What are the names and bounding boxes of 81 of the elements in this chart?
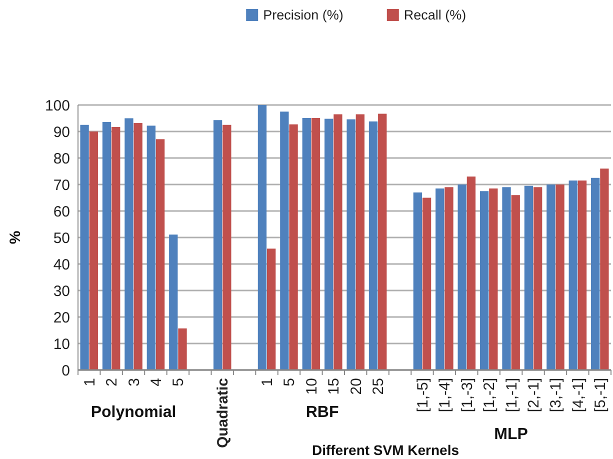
x-tick-label: 15 <box>326 378 343 395</box>
bar <box>302 118 311 370</box>
bar <box>578 180 587 370</box>
bar <box>324 118 334 370</box>
bar <box>80 124 89 370</box>
x-tick-label: 25 <box>370 378 388 395</box>
x-tick-label: 20 <box>348 378 365 395</box>
x-tick-label: [1,-4] <box>436 378 454 412</box>
x-tick-label: 10 <box>303 378 320 395</box>
bar <box>169 234 178 370</box>
bar <box>591 178 600 370</box>
x-axis-title: Different SVM Kernels <box>312 442 460 458</box>
text: MLP <box>494 426 528 443</box>
text: RBF <box>306 404 339 421</box>
x-tick-label: 4 <box>148 378 165 386</box>
y-tick-label: 40 <box>53 256 70 274</box>
x-tick-label: [5,-1] <box>592 378 610 412</box>
bar <box>458 184 466 370</box>
bar <box>146 126 156 370</box>
x-tick-label: Quadratic <box>214 378 232 448</box>
x-tick-label: 1 <box>259 378 276 386</box>
bar <box>213 120 222 370</box>
bar <box>413 192 422 370</box>
x-tick-label: [1,-1] <box>503 378 520 412</box>
x-tick-label: [1,-3] <box>458 378 476 412</box>
bar <box>378 114 387 370</box>
bar <box>466 176 476 370</box>
bar <box>258 105 267 370</box>
x-tick-label: 2 <box>104 378 121 386</box>
bar <box>222 124 232 370</box>
bar <box>124 118 134 370</box>
bar <box>600 168 609 370</box>
bar <box>112 126 120 370</box>
bar <box>534 187 542 370</box>
x-tick-label: 3 <box>126 378 143 386</box>
bar <box>422 198 432 370</box>
text: Polynomial <box>90 404 176 421</box>
bar <box>489 188 498 370</box>
x-tick-label: [1,-5] <box>414 378 432 412</box>
bar <box>346 119 356 370</box>
bar <box>556 184 564 370</box>
y-tick-label: 80 <box>53 150 70 168</box>
x-tick-label: [4,-1] <box>570 378 587 412</box>
bar <box>511 195 520 370</box>
y-tick-label: 60 <box>53 203 70 220</box>
bar <box>89 132 98 370</box>
y-tick-label: 10 <box>53 336 70 353</box>
bar <box>178 328 187 370</box>
x-tick-label: 1 <box>81 378 98 386</box>
x-tick-label: 5 <box>281 378 298 386</box>
x-tick-label: [1,-2] <box>481 378 498 412</box>
y-tick-label: 70 <box>53 176 70 194</box>
bar <box>156 139 165 370</box>
y-tick-label: 90 <box>53 124 70 141</box>
bar <box>356 114 364 370</box>
y-tick-label: 100 <box>44 97 70 114</box>
y-tick-label: 50 <box>53 230 70 247</box>
bar <box>502 187 511 370</box>
bar <box>524 186 534 370</box>
y-axis-title: % <box>7 230 24 244</box>
y-tick-label: 30 <box>53 282 70 300</box>
bar <box>134 123 142 370</box>
bar <box>436 188 444 370</box>
bar <box>444 187 454 370</box>
legend-label: Recall (%) <box>404 8 466 23</box>
bar <box>289 124 298 370</box>
y-tick-label: 0 <box>62 362 70 380</box>
x-tick-label: [2,-1] <box>526 378 543 412</box>
x-tick-label: 5 <box>170 378 188 386</box>
bar <box>267 248 276 370</box>
bar <box>280 112 289 370</box>
bar <box>368 121 378 370</box>
bar <box>480 191 489 370</box>
bar <box>311 118 320 370</box>
bar <box>568 180 578 370</box>
bar <box>102 122 112 370</box>
bar <box>334 114 342 370</box>
y-tick-label: 20 <box>53 309 70 326</box>
x-tick-label: [3,-1] <box>548 378 565 412</box>
legend-label: Precision (%) <box>263 8 344 23</box>
bar <box>546 184 556 370</box>
